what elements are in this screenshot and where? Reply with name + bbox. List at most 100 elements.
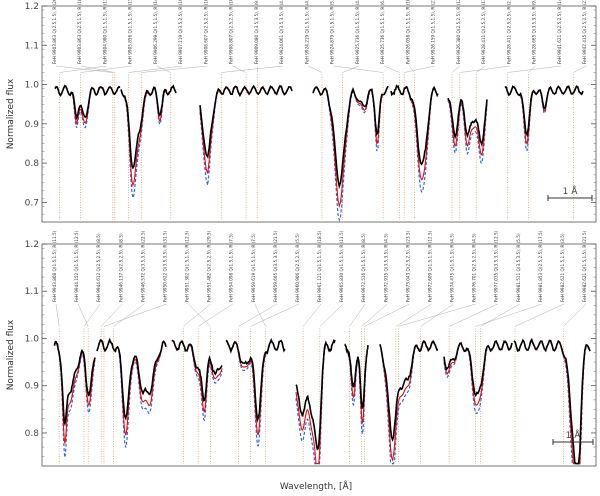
line-id-connector [459, 65, 511, 73]
line-id-connector [113, 303, 145, 327]
observed-segment [447, 97, 488, 148]
line-id-connector [254, 303, 266, 327]
line-id-connector [449, 303, 498, 327]
observed-segment [390, 84, 439, 166]
line-id-label: FeH 9950.622 Q(3.5,3.5), R (31.5) [162, 230, 167, 302]
line-id-connector [100, 303, 123, 327]
y-tick-label: 1.0 [25, 334, 40, 344]
line-id-label: FeH 9981.511 Q(3.5,3.5), R (5.5) [516, 233, 521, 302]
model-red-segment [504, 85, 584, 145]
scale-bar-label: 1 Å [566, 429, 582, 441]
line-id-connector [476, 65, 486, 73]
line-id-label: FeH 9928.411 Q(2.5,2.5), R (2.5) [506, 0, 511, 64]
line-id-connector [319, 303, 344, 327]
line-id-label: FeH 9928.411 Q(2.5,2.5), R (13.5) [481, 0, 486, 64]
line-id-label: FeH 9981.853 Q(2.5,2.5), R (17.5) [538, 230, 543, 302]
line-id-label: FeH 9905.856 Q(1.5,1.5), R (15.5) [128, 0, 133, 64]
y-tick-label: 0.9 [25, 382, 40, 392]
y-tick-label: 1.1 [25, 41, 39, 51]
line-id-label: FeH 9903.863 Q(2.5,1.5), R (26.5) [52, 0, 57, 64]
observed-segment [225, 337, 286, 423]
scale-bar-label: 1 Å [563, 185, 579, 197]
line-id-connector [398, 303, 476, 327]
line-id-connector [364, 303, 410, 327]
line-id-label: FeH 9924.879 Q(1.5,1.5), R (5.5) [330, 0, 335, 64]
y-tick-label: 0.7 [25, 198, 39, 208]
line-id-connector [80, 65, 132, 73]
observed-segment [344, 344, 369, 410]
y-tick-label: 1.1 [25, 287, 39, 297]
line-id-label: FeH 9982.621 Q(1.5,1.5), R (3.5) [560, 233, 565, 302]
line-id-label: FeH 9977.035 Q(3.5,3.5), R (12.5) [494, 230, 499, 302]
line-id-connector [451, 65, 460, 73]
line-id-label: FeH 9924.219 Q(1.5,1.5), R (4.5) [304, 0, 309, 64]
model-blue-segment [513, 339, 591, 465]
plot-frame [41, 243, 597, 467]
line-id-connector [141, 65, 208, 73]
line-id-label: FeH 9946.137 Q(2.5,2.5), R (8.5) [118, 233, 123, 302]
line-id-label: FeH 9951.482 Q(2.5,2.5), R (29.5) [207, 230, 212, 302]
model-red-segment [443, 340, 513, 406]
y-tick-label: 1.2 [25, 240, 39, 250]
line-id-label: FeH 9972.935 Q(3.5,3.5), R (4.5) [383, 233, 388, 302]
line-id-connector [395, 303, 432, 327]
line-id-label: FeH 9904.980 Q(1.5,1.5), R (13.5) [102, 0, 107, 64]
model-blue-segment [447, 100, 488, 164]
observed-segment [504, 85, 584, 138]
upper-panel: 0.7 0.8 0.9 1.0 1.1 1.2 Normalized flux FeH 990… [6, 0, 597, 223]
y-axis-label: Normalized flux [6, 78, 16, 149]
line-id-label: FeH 9924.061 Q(3.5,3.5), R (4.5) [279, 0, 284, 64]
line-id-label: FeH 9972.609 Q(1.5,1.5), R (12.5) [427, 230, 432, 302]
line-id-connector [404, 65, 435, 73]
line-id-label: FeH 9965.830 Q(1.5,1.5), R (11.5) [339, 230, 344, 302]
y-tick-label: 0.9 [25, 120, 40, 130]
line-id-label: FeH 9908.807 Q(2.5,2.5), R (10.5) [229, 0, 234, 64]
line-id-connector [573, 65, 587, 73]
line-id-label: FeH 9961.121 Q(1.5,1.5), R (18.5) [317, 230, 322, 302]
model-red-segment [513, 339, 591, 465]
model-blue-segment [312, 85, 389, 222]
line-id-label: FeH 9906.299 Q(1.5,1.5), R (14.5) [153, 0, 158, 64]
line-id-connector [59, 65, 107, 73]
line-id-connector [83, 303, 101, 327]
x-axis-label: Wavelength, [Å] [280, 480, 352, 492]
line-id-label: FeH 9903.863 Q(2.5,1.5), R (18.5) [77, 0, 82, 64]
line-id-label: FeH 9951.302 Q(1.5,1.5), R (12.5) [185, 230, 190, 302]
line-id-connector [308, 65, 323, 73]
line-id-label: FeH 9974.475 Q(1.5,1.5), R (4.5) [450, 233, 455, 302]
line-id-label: FeH 9973.043 Q(2.5,2.5), R (23.5) [405, 230, 410, 302]
model-blue-segment [96, 340, 167, 448]
observed-segment [295, 339, 336, 451]
observed-segment [379, 340, 439, 442]
line-id-label: FeH 9960.906 Q(2.5,2.5), R (5.5) [295, 233, 300, 302]
observed-segment [96, 337, 167, 421]
line-id-connector [128, 65, 183, 73]
line-id-label: FeH 9926.159 Q(1.5,1.5), R (21.5) [431, 0, 436, 64]
line-id-label: FeH 9909.080 Q(3.5,3.5), R (9.5) [254, 0, 259, 64]
line-id-connector [514, 303, 565, 327]
line-id-label: FeH 9925.736 Q(1.5,1.5), R (6.5) [380, 0, 385, 64]
observed-segment [171, 339, 223, 402]
line-id-connector [103, 303, 167, 327]
model-red-segment [295, 340, 336, 465]
line-id-connector [303, 303, 322, 327]
line-id-label: FeH 9946.572 Q(3.5,3.5), R (22.5) [140, 230, 145, 302]
line-id-connector [349, 303, 366, 327]
line-id-connector [384, 65, 400, 73]
line-id-label: FeH 9944.612 Q(2.5,2.5), R (8.5) [96, 233, 101, 302]
model-blue-segment [171, 339, 223, 422]
line-id-connector [188, 303, 211, 327]
line-id-label: FeH 9954.098 Q(1.5,1.5), R (7.5) [229, 233, 234, 302]
line-id-label: FeH 9943.808 Q(1.5,1.5), R (11.5) [52, 230, 57, 302]
y-axis-label: Normalized flux [6, 319, 16, 390]
y-tick-label: 1.0 [25, 81, 40, 91]
y-tick-label: 0.8 [25, 159, 40, 169]
line-id-label: FeH 9908.607 Q(2.5,2.5), R (10.5) [203, 0, 208, 64]
model-red-segment [96, 340, 167, 436]
line-id-connector [81, 65, 115, 73]
line-id-connector [55, 303, 60, 327]
observed-segment [312, 85, 389, 190]
line-id-connector [409, 65, 415, 73]
y-tick-label: 0.8 [25, 429, 40, 439]
